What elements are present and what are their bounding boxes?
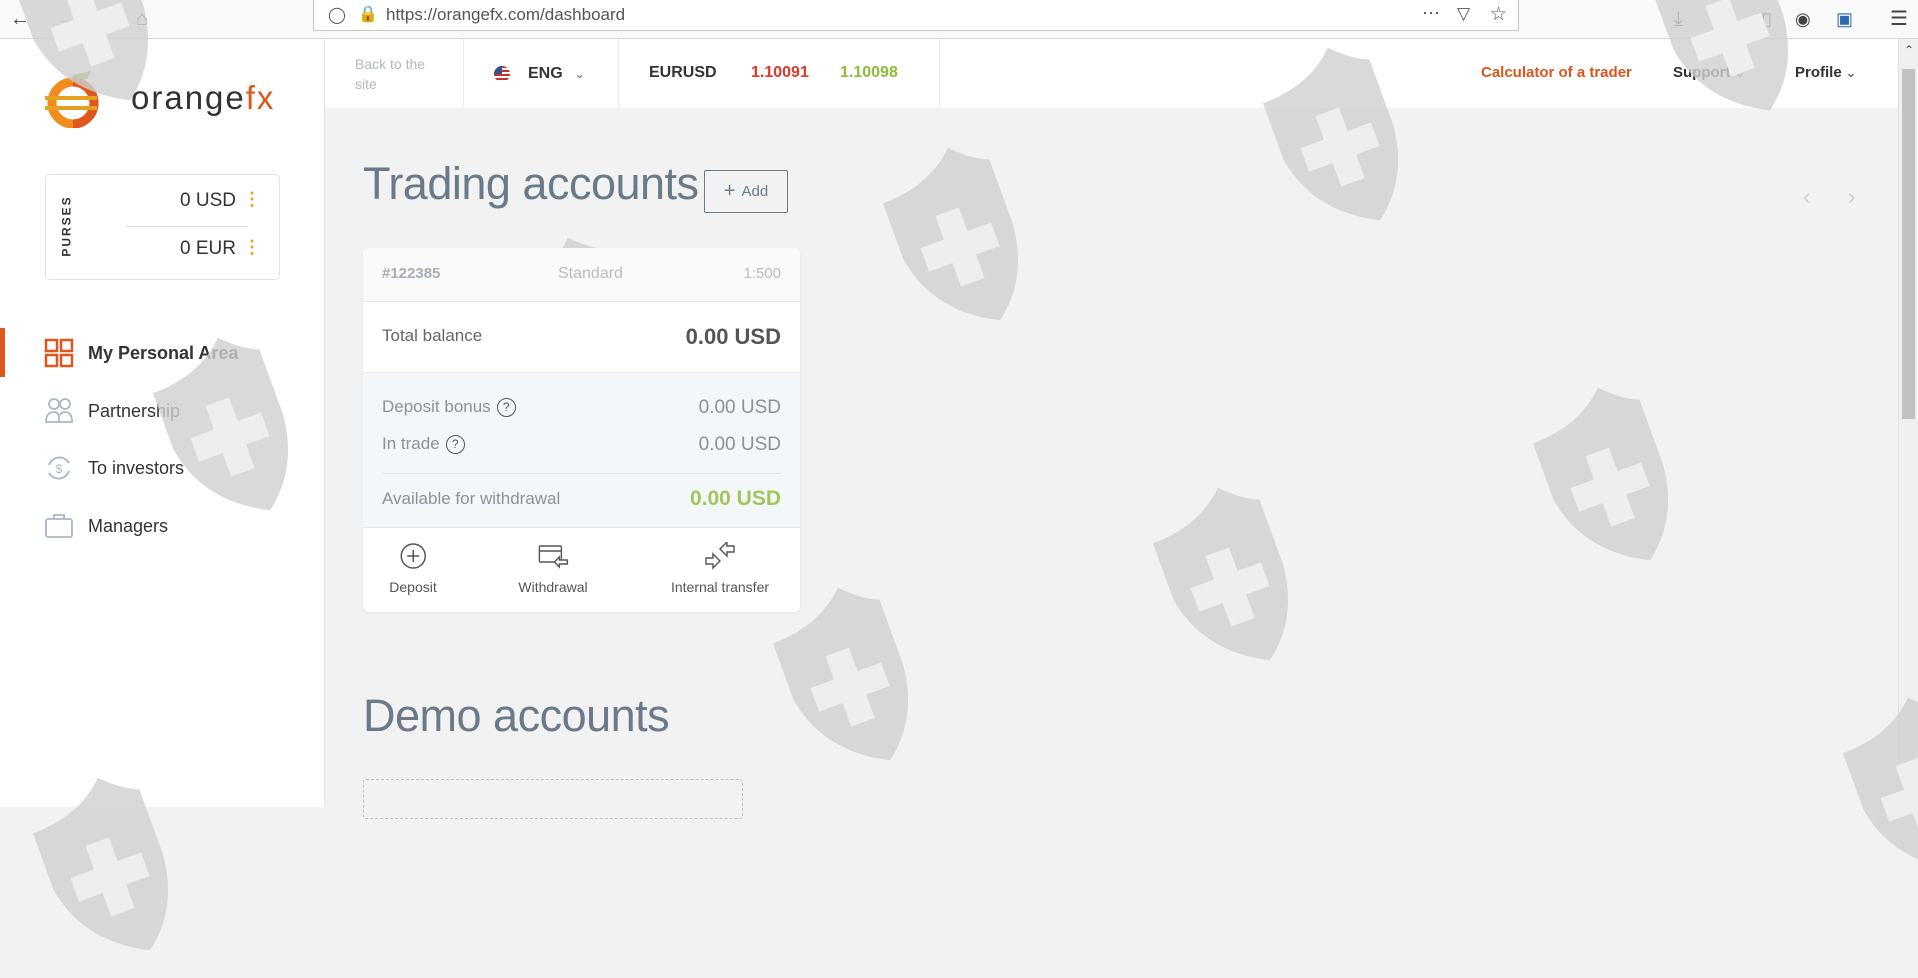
people-icon [45, 398, 73, 423]
purse-eur-menu-icon[interactable]: ⋮ [243, 237, 261, 257]
account-number: #122385 [382, 265, 441, 282]
ticker-ask: 1.10098 [840, 64, 898, 81]
transfer-arrows-icon [705, 540, 735, 570]
us-flag-icon [494, 66, 510, 82]
profile-menu[interactable]: Profile ⌄ [1795, 64, 1856, 81]
plus-icon: + [723, 180, 736, 202]
total-balance-value: 0.00 USD [685, 324, 781, 349]
internal-transfer-button[interactable]: Internal transfer [670, 540, 770, 595]
divider [939, 39, 940, 108]
watermark-shield-icon [1142, 475, 1313, 685]
account-icon[interactable]: ◉ [1795, 9, 1811, 29]
active-indicator [0, 328, 5, 377]
url-text[interactable]: https://orangefx.com/dashboard [386, 5, 626, 24]
internal-transfer-label: Internal transfer [670, 579, 770, 595]
deposit-button[interactable]: Deposit [389, 542, 437, 595]
in-trade-text: In trade [382, 434, 440, 453]
available-label: Available for withdrawal [382, 489, 561, 508]
carousel-next-icon[interactable]: › [1848, 184, 1856, 209]
watermark-shield-icon [1522, 375, 1693, 585]
account-header: #122385 Standard 1:500 [363, 248, 800, 302]
grid-icon [44, 338, 74, 368]
sidebar-item-to-investors[interactable]: $ To investors [0, 446, 325, 490]
account-type: Standard [558, 265, 623, 282]
lock-icon[interactable]: 🔒 [358, 6, 378, 23]
pocket-icon[interactable]: ▽ [1457, 4, 1471, 23]
in-trade-label: In trade? [382, 434, 465, 455]
deposit-bonus-label: Deposit bonus? [382, 397, 516, 418]
watermark-shield-icon [1832, 685, 1918, 895]
sidebar-item-partnership[interactable]: Partnership [0, 389, 325, 433]
sidebar-item-label: Partnership [88, 400, 181, 421]
purse-usd: 0 USD [180, 190, 236, 211]
language-label: ENG [528, 65, 563, 82]
extension-icon[interactable]: ▣ [1836, 9, 1854, 29]
account-actions: Deposit Withdrawal Internal transfer [363, 528, 800, 612]
scrollbar-thumb[interactable] [1902, 69, 1915, 419]
add-label: Add [741, 183, 769, 200]
sidebar-item-label: My Personal Area [88, 342, 239, 363]
ticker-bid: 1.10091 [751, 64, 809, 81]
help-icon[interactable]: ? [445, 435, 465, 455]
briefcase-icon [45, 514, 73, 538]
watermark-shield-icon [872, 135, 1043, 345]
menu-icon[interactable]: ☰ [1890, 8, 1908, 30]
more-icon[interactable]: ⋯ [1422, 3, 1440, 23]
ticker-symbol: EURUSD [649, 64, 717, 81]
chevron-down-icon: ⌄ [1845, 66, 1856, 80]
deposit-bonus-text: Deposit bonus [382, 397, 491, 416]
back-to-site-link[interactable]: Back to the site [355, 56, 426, 92]
url-bar[interactable]: ◯ 🔒 https://orangefx.com/dashboard ⋯ ▽ ☆ [313, 0, 1519, 31]
divider [463, 39, 464, 108]
deposit-bonus-value: 0.00 USD [698, 397, 781, 418]
divider [382, 473, 781, 474]
shield-icon[interactable]: ◯ [328, 7, 346, 24]
logo-text-accent: fx [245, 79, 276, 116]
calculator-link[interactable]: Calculator of a trader [1481, 64, 1632, 81]
plus-circle-icon [400, 543, 426, 569]
language-selector[interactable]: ENG ⌄ [494, 61, 585, 87]
withdrawal-card-icon [538, 545, 568, 569]
help-icon[interactable]: ? [496, 398, 516, 418]
purse-eur: 0 EUR [180, 238, 236, 259]
dollar-exchange-icon: $ [48, 456, 70, 480]
deposit-label: Deposit [389, 579, 437, 595]
available-value: 0.00 USD [689, 487, 781, 510]
account-leverage: 1:500 [743, 265, 781, 282]
demo-accounts-title: Demo accounts [363, 690, 670, 741]
purses-panel: PURSES 0 USD ⋮ 0 EUR ⋮ [45, 174, 280, 280]
carousel-prev-icon[interactable]: ‹ [1803, 184, 1811, 209]
purses-label: PURSES [59, 195, 74, 257]
trading-accounts-title: Trading accounts [363, 158, 699, 209]
add-demo-account-placeholder[interactable] [363, 779, 743, 819]
sidebar-item-label: Managers [88, 515, 169, 536]
balance-details: Deposit bonus? 0.00 USD In trade? 0.00 U… [363, 372, 800, 528]
svg-text:$: $ [56, 462, 63, 476]
chevron-down-icon: ⌄ [574, 67, 585, 81]
total-balance-label: Total balance [382, 326, 483, 345]
divider [126, 226, 248, 227]
sidebar-item-my-personal-area[interactable]: My Personal Area [0, 331, 325, 375]
total-balance-row: Total balance 0.00 USD [363, 302, 800, 372]
star-icon[interactable]: ☆ [1490, 4, 1508, 25]
in-trade-value: 0.00 USD [698, 434, 781, 455]
scroll-up-icon[interactable]: ⌃ [1904, 43, 1915, 57]
divider [618, 39, 619, 108]
logo-text: orange [131, 79, 246, 116]
browser-toolbar: ← → ↻ ⌂ ◯ 🔒 https://orangefx.com/dashboa… [0, 0, 1918, 39]
scrollbar[interactable]: ⌃ [1898, 39, 1918, 807]
sidebar-item-label: To investors [88, 457, 185, 478]
trading-account-card: #122385 Standard 1:500 Total balance 0.0… [363, 248, 800, 612]
withdrawal-button[interactable]: Withdrawal [518, 542, 588, 595]
profile-label: Profile [1795, 64, 1842, 81]
purse-usd-menu-icon[interactable]: ⋮ [243, 189, 261, 209]
sidebar-item-managers[interactable]: Managers [0, 504, 325, 548]
withdrawal-label: Withdrawal [518, 579, 588, 595]
add-account-button[interactable]: + Add [704, 170, 788, 213]
